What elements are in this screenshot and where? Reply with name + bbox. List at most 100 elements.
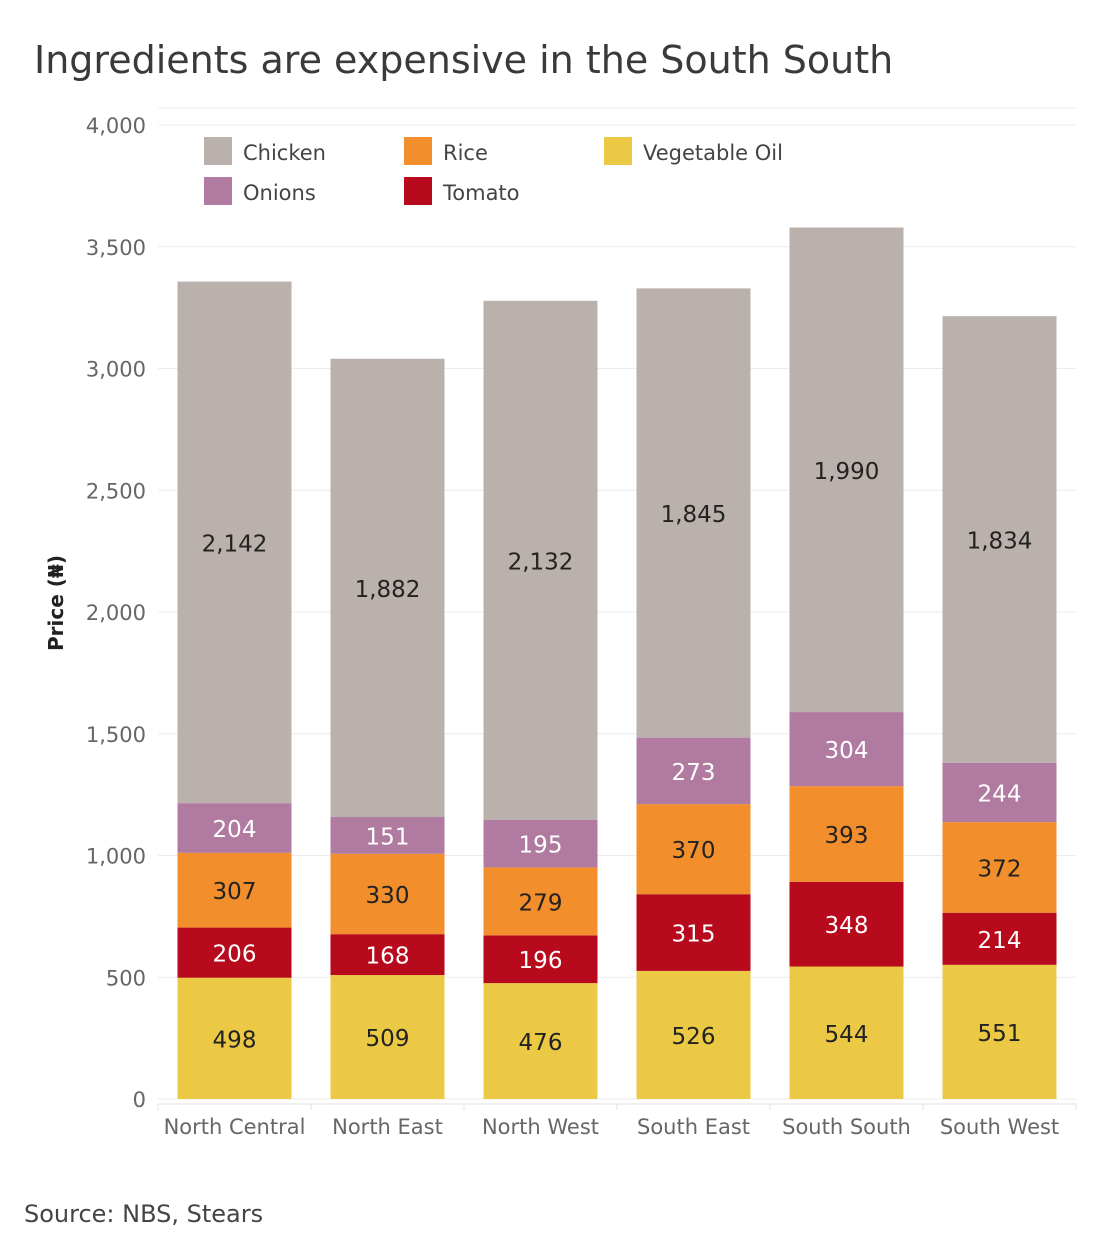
y-tick-label: 4,000 [86,114,146,138]
data-label: 214 [978,928,1022,954]
legend-label: Vegetable Oil [643,141,783,165]
bar-segment-tomato [330,934,445,976]
data-label: 195 [519,833,563,859]
bar-segment-rice [330,853,445,935]
y-tick-label: 1,500 [86,723,146,747]
data-label: 151 [366,824,410,850]
x-tick-label: North East [332,1115,443,1139]
bar-stack: 526 315 370 273 1,845 [636,288,751,1099]
bar-segment-onions [330,817,445,854]
data-label: 1,990 [814,459,880,485]
data-label: 2,142 [202,531,268,557]
legend-swatch [204,137,232,165]
data-label: 526 [672,1024,716,1050]
bar-segment-rice [942,822,1057,913]
data-label: 498 [213,1027,257,1053]
bar-segment-vegetable-oil [789,966,904,1099]
legend-swatch [204,177,232,205]
bar-segment-tomato [483,935,598,984]
y-tick-label: 3,500 [86,236,146,260]
legend-item: Rice [404,137,488,165]
data-label: 476 [519,1030,563,1056]
bar-segment-chicken [942,316,1057,763]
x-tick-label: North West [482,1115,599,1139]
bar-segment-tomato [177,927,292,978]
y-tick-label: 1,000 [86,845,146,869]
legend-swatch [604,137,632,165]
bar-segment-chicken [177,281,292,804]
data-label: 1,845 [661,502,727,528]
data-label: 1,834 [967,528,1033,554]
legend-label: Rice [443,141,488,165]
bar-segment-onions [942,762,1057,823]
data-label: 551 [978,1021,1022,1047]
data-label: 168 [366,944,410,970]
bar-segment-chicken [636,288,751,738]
bars: 498 206 307 204 2,142 509 168 330 151 1,882 476 196… [177,227,1057,1099]
bar-segment-vegetable-oil [177,977,292,1099]
bar-segment-tomato [942,912,1057,965]
bar-segment-tomato [636,894,751,971]
data-label: 304 [825,738,869,764]
chart-title: Ingredients are expensive in the South S… [34,38,894,82]
x-tick-label: South West [940,1115,1059,1139]
x-tick-label: South East [637,1115,750,1139]
data-label: 1,882 [355,577,421,603]
data-label: 244 [978,781,1022,807]
legend: Chicken Rice Vegetable Oil Onions Tomato [204,137,783,205]
bar-segment-rice [789,786,904,882]
legend-item: Vegetable Oil [604,137,783,165]
bar-stack: 544 348 393 304 1,990 [789,227,904,1099]
bar-stack: 509 168 330 151 1,882 [330,358,445,1099]
data-label: 348 [825,913,869,939]
bar-segment-vegetable-oil [330,975,445,1099]
data-label: 196 [519,948,563,974]
bar-stack: 551 214 372 244 1,834 [942,316,1057,1099]
data-label: 372 [978,856,1022,882]
y-tick-label: 2,500 [86,479,146,503]
bar-segment-chicken [483,300,598,820]
data-label: 544 [825,1022,869,1048]
data-label: 204 [213,817,257,843]
data-label: 2,132 [508,549,574,575]
bar-segment-onions [177,803,292,853]
x-tick-label: North Central [164,1115,306,1139]
legend-item: Chicken [204,137,326,165]
data-label: 370 [672,838,716,864]
bar-segment-rice [483,867,598,936]
legend-item: Tomato [404,177,520,205]
x-axis: North Central North East North West South E… [157,1104,1077,1139]
bar-segment-rice [177,852,292,928]
data-label: 330 [366,883,410,909]
data-label: 279 [519,890,563,916]
data-label: 206 [213,942,257,968]
data-label: 273 [672,760,716,786]
legend-swatch [404,137,432,165]
bar-segment-tomato [789,881,904,967]
bar-segment-onions [636,737,751,805]
bar-stack: 498 206 307 204 2,142 [177,281,292,1099]
data-label: 307 [213,879,257,905]
source-note: Source: NBS, Stears [24,1200,264,1228]
data-label: 509 [366,1026,410,1052]
grid-lines [158,107,1076,1105]
y-tick-label: 3,000 [86,358,146,382]
y-tick-label: 500 [106,966,146,990]
bar-stack: 476 196 279 195 2,132 [483,300,598,1099]
bar-segment-rice [636,804,751,895]
data-label: 315 [672,922,716,948]
legend-label: Tomato [442,181,520,205]
data-label: 393 [825,823,869,849]
x-tick-label: South South [782,1115,911,1139]
y-tick-label: 0 [133,1088,146,1112]
y-tick-label: 2,000 [86,601,146,625]
bar-segment-vegetable-oil [483,983,598,1099]
legend-label: Chicken [243,141,326,165]
y-axis: 0 500 1,000 1,500 2,000 2,500 3,000 3,500 4,000 [86,114,146,1112]
bar-segment-vegetable-oil [636,970,751,1099]
y-axis-label: Price (₦) [44,555,68,651]
legend-swatch [404,177,432,205]
bar-segment-vegetable-oil [942,964,1057,1099]
bar-segment-chicken [330,358,445,818]
